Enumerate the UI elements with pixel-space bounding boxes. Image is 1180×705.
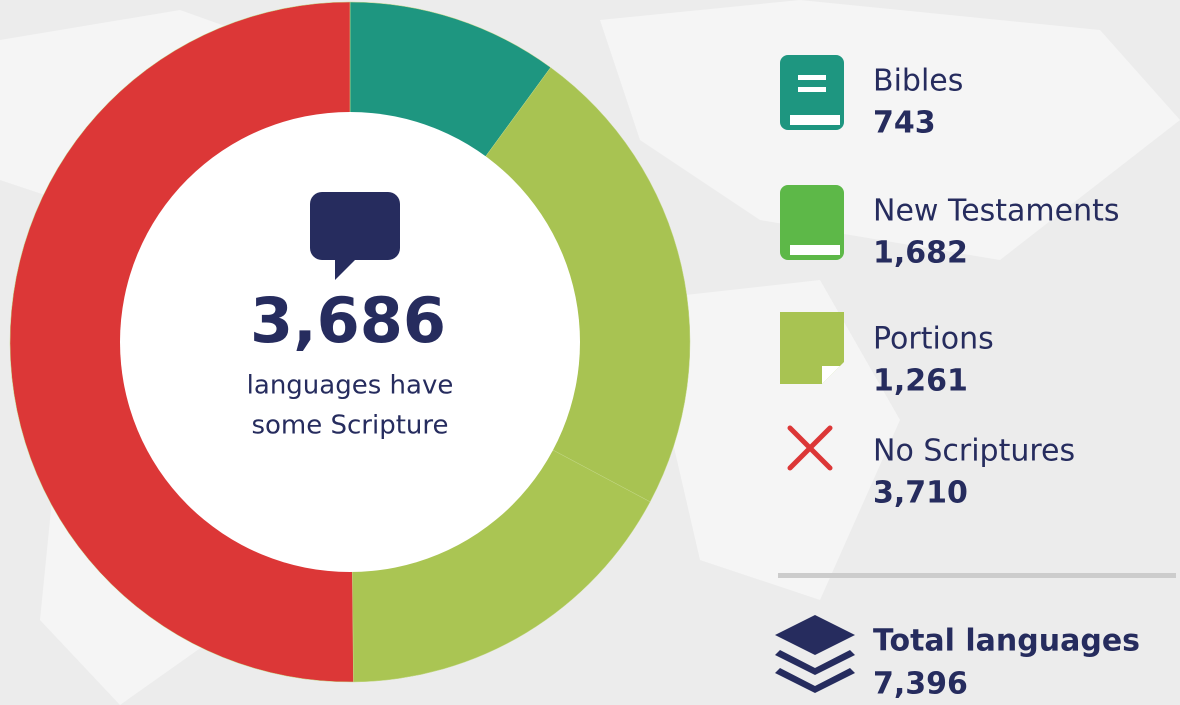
- legend: Bibles 743 New Testaments 1,682 Portions 1,26…: [873, 64, 1120, 511]
- center-title: 3,686: [250, 284, 446, 357]
- new-testament-icon: [780, 185, 844, 260]
- no-scripture-icon: [787, 425, 833, 471]
- speech-icon: [310, 192, 400, 280]
- donut-hole: [120, 112, 580, 572]
- legend-label: Portions: [873, 322, 994, 357]
- legend-label: Bibles: [873, 64, 963, 99]
- center-text: some Scripture: [251, 411, 448, 441]
- layers-icon: [775, 615, 855, 693]
- total-label: Total languages: [873, 624, 1140, 659]
- bible-icon: [780, 55, 844, 130]
- divider: [778, 573, 1176, 578]
- portions-icon: [780, 312, 844, 384]
- legend-value: 1,261: [873, 364, 968, 399]
- legend-value: 743: [873, 106, 936, 141]
- legend-value: 1,682: [873, 236, 968, 271]
- center-text: languages have: [247, 371, 454, 401]
- total-value: 7,396: [873, 667, 968, 702]
- legend-label: No Scriptures: [873, 434, 1075, 469]
- legend-label: New Testaments: [873, 194, 1120, 229]
- legend-value: 3,710: [873, 476, 968, 511]
